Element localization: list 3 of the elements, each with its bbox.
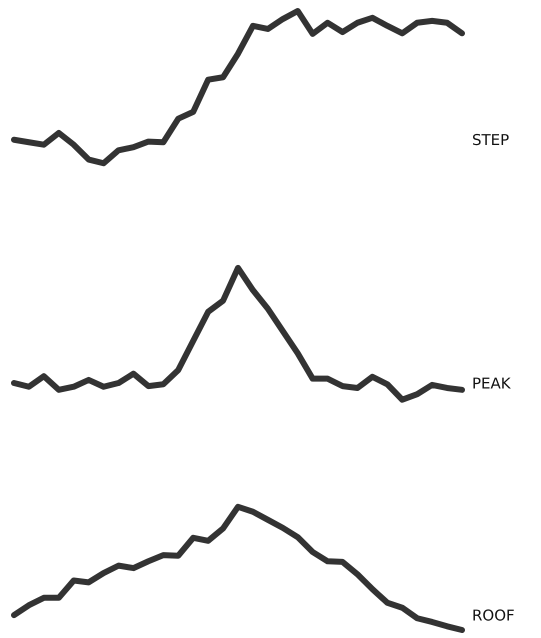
series-label: PEAK — [472, 374, 512, 392]
series-label: ROOF — [472, 606, 515, 624]
text: STEP — [472, 131, 510, 149]
